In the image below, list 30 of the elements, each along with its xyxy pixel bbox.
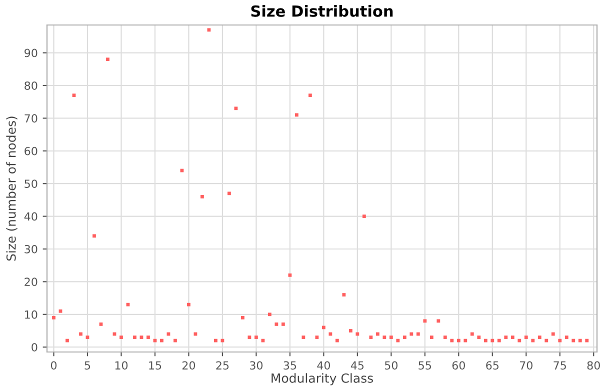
x-tick-label: 25 <box>216 361 229 370</box>
x-tick-label: 55 <box>418 361 432 370</box>
x-tick-label: 5 <box>84 361 90 370</box>
x-tick-label: 80 <box>587 361 600 370</box>
x-tick-label: 35 <box>284 361 296 370</box>
x-tick-label: 60 <box>452 361 465 370</box>
y-tick-label: 0 <box>32 343 38 352</box>
x-tick-label: 10 <box>115 361 128 370</box>
x-tick-label: 15 <box>149 361 162 370</box>
chart-title: Size Distribution <box>251 5 393 17</box>
y-tick-label: 30 <box>24 244 38 254</box>
x-tick-label: 30 <box>250 361 263 370</box>
x-tick-label: 65 <box>486 361 498 370</box>
x-tick-label: 50 <box>384 361 398 370</box>
y-tick-label: 80 <box>24 81 38 90</box>
x-tick-label: 70 <box>520 361 532 370</box>
x-tick-label: 75 <box>554 361 566 370</box>
x-axis-title: Modularity Class <box>272 373 373 386</box>
y-tick-label: 10 <box>25 310 38 319</box>
y-tick-label: 90 <box>24 48 38 58</box>
x-tick-label: 20 <box>182 361 196 370</box>
x-tick-label: 45 <box>350 361 364 370</box>
x-tick-label: 0 <box>50 361 57 370</box>
y-axis-title: Size (number of nodes) <box>6 116 18 261</box>
y-tick-label: 40 <box>24 212 38 221</box>
y-tick-label: 60 <box>24 146 38 156</box>
y-tick-label: 70 <box>24 114 38 123</box>
y-tick-label: 50 <box>24 180 38 188</box>
x-tick-label: 40 <box>317 361 330 370</box>
y-tick-label: 20 <box>24 278 38 286</box>
